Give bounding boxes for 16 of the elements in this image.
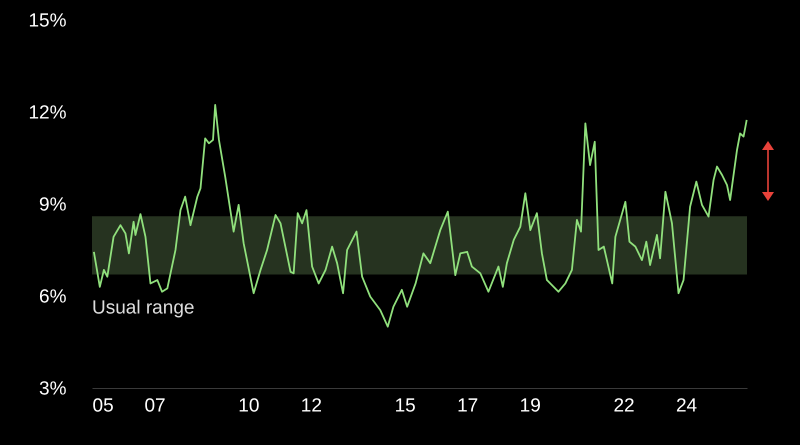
x-tick-label: 24 bbox=[676, 396, 698, 416]
y-tick-label: 6% bbox=[39, 286, 67, 308]
x-tick-label: 10 bbox=[238, 396, 260, 416]
x-tick-label: 17 bbox=[457, 396, 478, 416]
x-tick-label: 22 bbox=[613, 396, 635, 416]
y-tick-label: 12% bbox=[28, 102, 67, 124]
line-series bbox=[92, 104, 748, 328]
y-tick-label: 15% bbox=[28, 10, 67, 32]
x-tick-label: 12 bbox=[300, 396, 322, 416]
x-tick-label: 07 bbox=[144, 396, 166, 416]
y-tick-label: 9% bbox=[39, 194, 67, 216]
x-tick-label: 15 bbox=[394, 396, 416, 416]
x-tick-label: 05 bbox=[92, 396, 114, 416]
y-tick-label: 3% bbox=[39, 378, 67, 400]
x-tick-label: 19 bbox=[520, 396, 541, 416]
band-label: Usual range bbox=[92, 298, 194, 319]
